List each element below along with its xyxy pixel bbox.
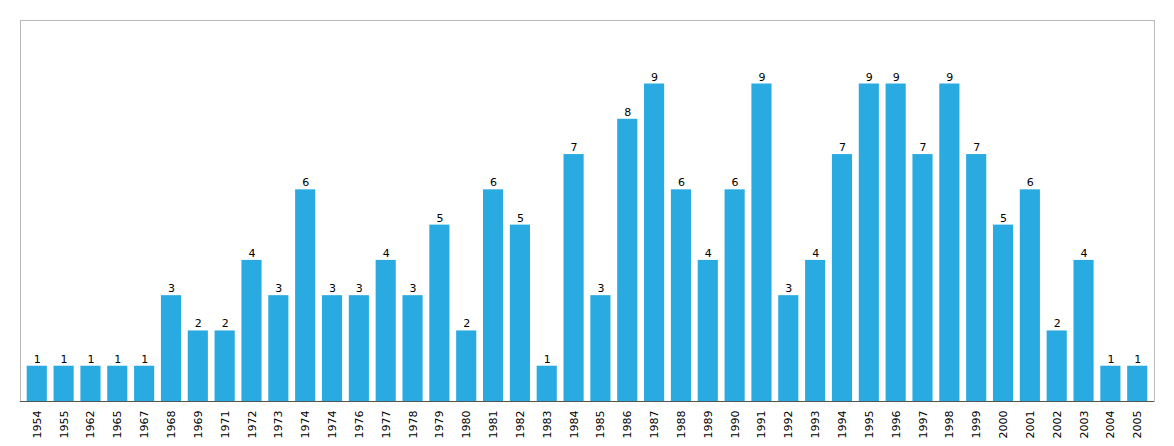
svg-text:1974: 1974 xyxy=(326,411,339,439)
svg-text:1: 1 xyxy=(87,353,94,366)
svg-text:4: 4 xyxy=(383,247,390,260)
svg-text:7: 7 xyxy=(973,141,980,154)
svg-text:1983: 1983 xyxy=(541,411,554,439)
svg-text:9: 9 xyxy=(946,71,953,84)
svg-text:1996: 1996 xyxy=(890,411,903,439)
svg-text:3: 3 xyxy=(168,282,175,295)
svg-text:6: 6 xyxy=(302,176,309,189)
svg-text:4: 4 xyxy=(248,247,255,260)
svg-text:1954: 1954 xyxy=(31,411,44,439)
svg-text:6: 6 xyxy=(732,176,739,189)
svg-text:2: 2 xyxy=(1054,317,1061,330)
svg-text:7: 7 xyxy=(571,141,578,154)
svg-text:1980: 1980 xyxy=(460,411,473,439)
svg-text:1974: 1974 xyxy=(299,411,312,439)
svg-text:2004: 2004 xyxy=(1104,411,1117,439)
svg-text:5: 5 xyxy=(517,212,524,225)
svg-text:1969: 1969 xyxy=(192,411,205,439)
svg-text:1968: 1968 xyxy=(165,411,178,439)
svg-text:2: 2 xyxy=(195,317,202,330)
svg-text:1982: 1982 xyxy=(514,411,527,439)
svg-text:9: 9 xyxy=(866,71,873,84)
svg-text:2: 2 xyxy=(463,317,470,330)
svg-text:7: 7 xyxy=(839,141,846,154)
svg-text:1971: 1971 xyxy=(219,411,232,439)
svg-text:3: 3 xyxy=(329,282,336,295)
svg-text:1979: 1979 xyxy=(433,411,446,439)
svg-text:2000: 2000 xyxy=(997,411,1010,439)
svg-text:1977: 1977 xyxy=(380,411,393,439)
svg-text:9: 9 xyxy=(893,71,900,84)
svg-text:1994: 1994 xyxy=(836,411,849,439)
svg-text:1976: 1976 xyxy=(353,411,366,439)
svg-text:8: 8 xyxy=(624,106,631,119)
svg-text:4: 4 xyxy=(1081,247,1088,260)
svg-text:4: 4 xyxy=(812,247,819,260)
svg-text:1993: 1993 xyxy=(809,411,822,439)
svg-text:1: 1 xyxy=(1107,353,1114,366)
svg-text:1999: 1999 xyxy=(970,411,983,439)
svg-text:1988: 1988 xyxy=(675,411,688,439)
svg-text:1: 1 xyxy=(141,353,148,366)
svg-text:3: 3 xyxy=(410,282,417,295)
svg-text:6: 6 xyxy=(678,176,685,189)
svg-text:5: 5 xyxy=(1000,212,1007,225)
svg-text:1990: 1990 xyxy=(729,411,742,439)
svg-text:2001: 2001 xyxy=(1024,411,1037,439)
svg-text:2003: 2003 xyxy=(1078,411,1091,439)
svg-text:1: 1 xyxy=(34,353,41,366)
svg-text:1973: 1973 xyxy=(272,411,285,439)
svg-text:1: 1 xyxy=(1134,353,1141,366)
svg-text:1981: 1981 xyxy=(487,411,500,439)
svg-text:7: 7 xyxy=(920,141,927,154)
svg-text:1: 1 xyxy=(61,353,68,366)
svg-text:1962: 1962 xyxy=(84,411,97,439)
svg-text:1965: 1965 xyxy=(111,411,124,439)
svg-text:3: 3 xyxy=(356,282,363,295)
svg-text:1: 1 xyxy=(114,353,121,366)
svg-text:2005: 2005 xyxy=(1131,411,1144,439)
svg-text:6: 6 xyxy=(1027,176,1034,189)
svg-text:1997: 1997 xyxy=(917,411,930,439)
svg-text:1: 1 xyxy=(544,353,551,366)
svg-text:1967: 1967 xyxy=(138,411,151,439)
svg-text:2: 2 xyxy=(222,317,229,330)
svg-text:1985: 1985 xyxy=(594,411,607,439)
svg-text:1998: 1998 xyxy=(943,411,956,439)
svg-text:1972: 1972 xyxy=(246,411,259,439)
svg-text:1955: 1955 xyxy=(58,411,71,439)
svg-text:5: 5 xyxy=(436,212,443,225)
svg-text:1987: 1987 xyxy=(648,411,661,439)
svg-text:1978: 1978 xyxy=(407,411,420,439)
svg-text:1992: 1992 xyxy=(782,411,795,439)
svg-text:6: 6 xyxy=(490,176,497,189)
svg-text:1995: 1995 xyxy=(863,411,876,439)
svg-text:1991: 1991 xyxy=(755,411,768,439)
svg-text:9: 9 xyxy=(758,71,765,84)
svg-text:2002: 2002 xyxy=(1051,411,1064,439)
svg-text:1989: 1989 xyxy=(702,411,715,439)
svg-text:4: 4 xyxy=(705,247,712,260)
svg-text:3: 3 xyxy=(785,282,792,295)
svg-text:1986: 1986 xyxy=(621,411,634,439)
svg-text:9: 9 xyxy=(651,71,658,84)
svg-text:3: 3 xyxy=(275,282,282,295)
svg-text:1984: 1984 xyxy=(568,411,581,439)
svg-text:3: 3 xyxy=(597,282,604,295)
